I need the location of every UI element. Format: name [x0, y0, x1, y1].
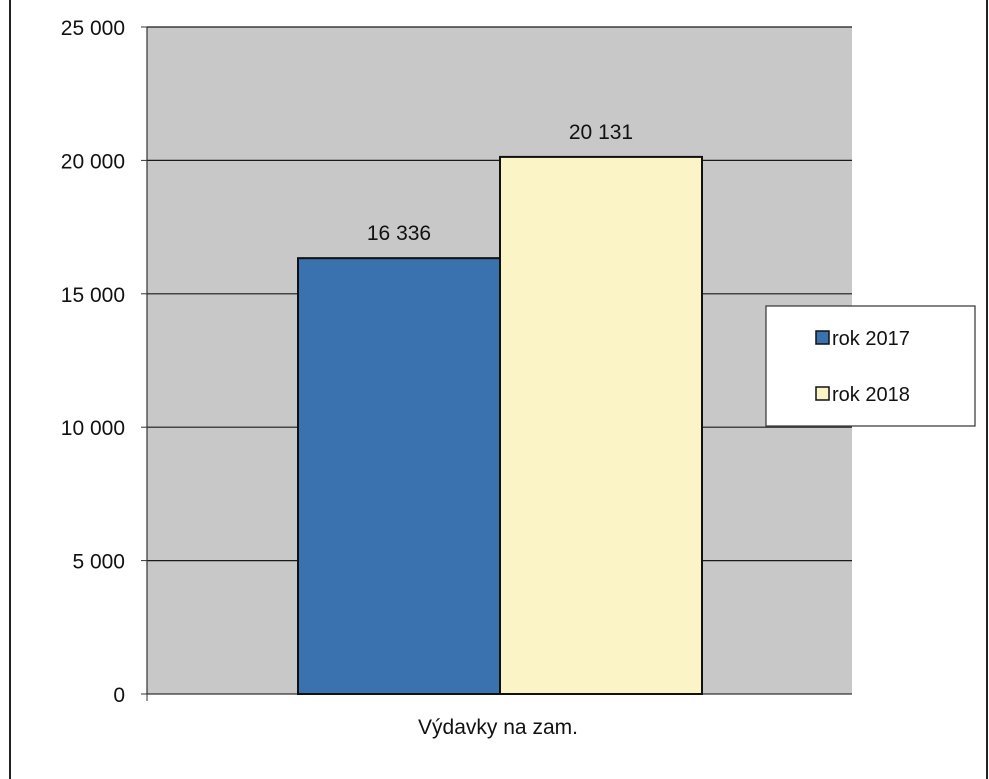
data-label: 20 131: [569, 121, 633, 144]
y-tick-label: 0: [113, 684, 125, 707]
x-category-labels: Výdavky na zam.: [418, 716, 578, 739]
legend-swatch: [815, 386, 830, 401]
y-tick-label: 20 000: [61, 150, 125, 173]
data-label: 16 336: [367, 222, 431, 245]
y-tick-label: 5 000: [72, 551, 125, 574]
legend-label: rok 2018: [832, 384, 910, 406]
y-tick-label: 25 000: [61, 17, 125, 40]
legend-swatch: [815, 330, 830, 345]
bars: [297, 155, 703, 696]
legend: rok 2017 rok 2018: [765, 305, 976, 427]
y-tick-label: 15 000: [61, 284, 125, 307]
bar-rok-2018: [499, 155, 703, 696]
bar-rok-2017: [297, 257, 501, 695]
legend-label: rok 2017: [832, 328, 910, 350]
data-labels: 16 336 20 131: [367, 121, 633, 245]
legend-box: [765, 305, 976, 427]
x-category-label: Výdavky na zam.: [418, 716, 578, 739]
y-tick-labels: 0 5 000 10 000 15 000 20 000 25 000: [61, 17, 125, 707]
y-tick-label: 10 000: [61, 417, 125, 440]
